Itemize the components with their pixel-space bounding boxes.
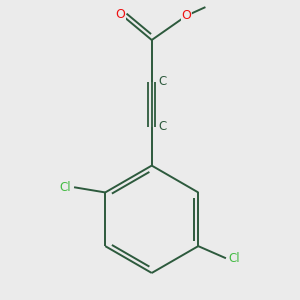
Text: Cl: Cl <box>229 252 240 265</box>
Text: C: C <box>159 75 167 88</box>
Text: O: O <box>116 8 125 20</box>
Text: O: O <box>182 9 191 22</box>
Text: C: C <box>159 120 167 133</box>
Text: Cl: Cl <box>60 181 71 194</box>
